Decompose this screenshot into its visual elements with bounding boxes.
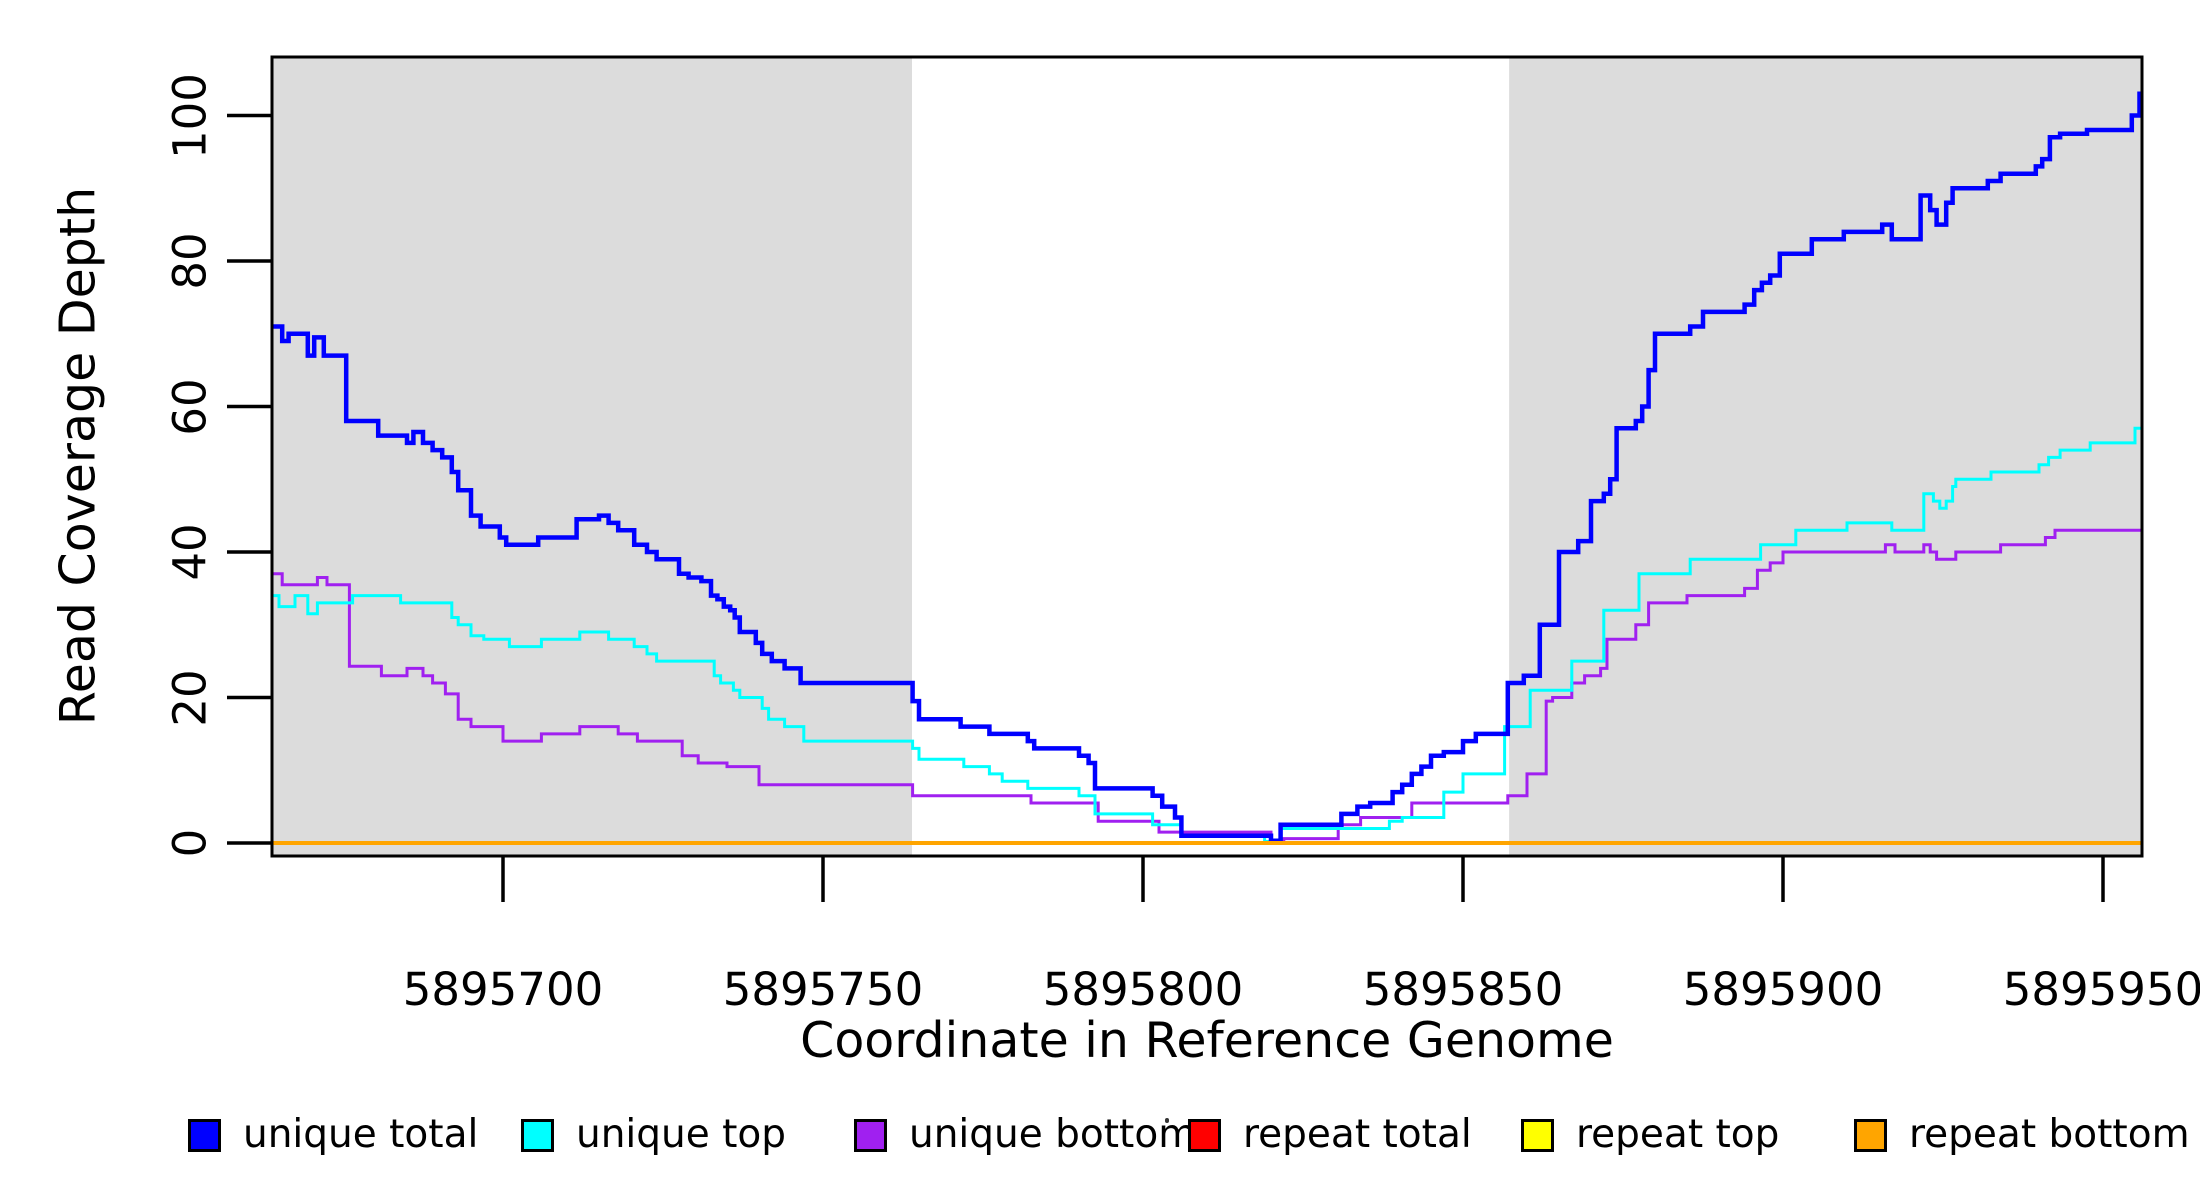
repeat-total-swatch-icon bbox=[1188, 1118, 1221, 1152]
shaded-region bbox=[1509, 57, 2142, 856]
y-tick-label: 60 bbox=[163, 377, 217, 436]
unique-top-swatch-icon bbox=[521, 1118, 554, 1152]
y-tick-label: 0 bbox=[163, 828, 217, 858]
shaded-region bbox=[272, 57, 912, 856]
y-tick-label: 40 bbox=[163, 523, 217, 581]
legend-label: unique total bbox=[243, 1112, 479, 1157]
legend-label: repeat bottom bbox=[1909, 1112, 2190, 1157]
repeat-top-swatch-icon bbox=[1521, 1118, 1554, 1152]
plot-border bbox=[270, 55, 2144, 858]
legend-item-repeat-total: repeat total bbox=[1188, 1113, 1472, 1157]
series-unique-total bbox=[272, 91, 2142, 844]
legend-item-repeat-top: repeat top bbox=[1521, 1113, 1779, 1157]
x-tick-label: 5895900 bbox=[1682, 963, 1884, 1016]
legend-label: repeat total bbox=[1243, 1112, 1472, 1157]
y-tick-label: 20 bbox=[163, 668, 217, 727]
y-tick-label: 80 bbox=[163, 232, 217, 290]
unique-bottom-swatch-icon bbox=[854, 1118, 887, 1152]
x-tick-label: 5895700 bbox=[402, 963, 604, 1016]
y-tick-label: 100 bbox=[163, 72, 217, 159]
repeat-bottom-swatch-icon bbox=[1854, 1118, 1887, 1152]
legend-item-unique-top: unique top bbox=[521, 1113, 786, 1157]
x-tick-label: 5895950 bbox=[2002, 963, 2200, 1016]
legend-item-unique-total: unique total bbox=[188, 1113, 478, 1157]
legend-item-unique-bottom: unique bottom bbox=[854, 1113, 1196, 1157]
x-tick-label: 5895800 bbox=[1042, 963, 1244, 1016]
x-tick-label: 5895750 bbox=[722, 963, 924, 1016]
series-unique-top bbox=[272, 426, 2142, 843]
legend-item-repeat-bottom: repeat bottom bbox=[1854, 1113, 2190, 1157]
unique-total-swatch-icon bbox=[188, 1118, 221, 1152]
x-tick-label: 5895850 bbox=[1362, 963, 1564, 1016]
stray-dot bbox=[1165, 1118, 1169, 1123]
series-unique-bottom bbox=[272, 528, 2142, 843]
legend-label: repeat top bbox=[1576, 1112, 1780, 1157]
legend-label: unique bottom bbox=[909, 1112, 1197, 1157]
x-axis-title: Coordinate in Reference Genome bbox=[800, 1012, 1614, 1069]
y-axis-title: Read Coverage Depth bbox=[49, 186, 107, 726]
legend-label: unique top bbox=[576, 1112, 787, 1157]
